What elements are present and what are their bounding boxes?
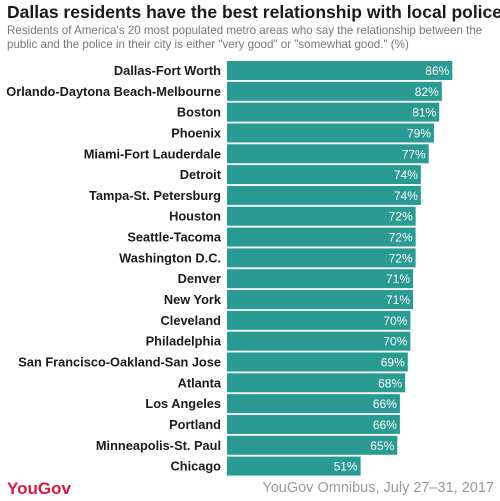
bar — [227, 290, 414, 310]
bar — [227, 81, 442, 101]
bar — [227, 310, 411, 330]
source-note: YouGov Omnibus, July 27–31, 2017 — [262, 480, 494, 496]
bar — [227, 165, 421, 185]
value-label: 66% — [373, 397, 397, 411]
value-label: 74% — [394, 168, 418, 182]
value-label: 66% — [373, 418, 397, 432]
bar — [227, 394, 400, 414]
value-label: 71% — [386, 293, 410, 307]
value-label: 72% — [389, 251, 413, 265]
value-label: 82% — [415, 85, 439, 99]
value-label: 70% — [383, 335, 407, 349]
bar — [227, 435, 398, 455]
bar — [227, 331, 411, 351]
category-label: Chicago — [171, 459, 222, 474]
category-label: Miami-Fort Lauderdale — [84, 146, 221, 161]
chart-title: Dallas residents have the best relations… — [7, 2, 500, 22]
value-label: 68% — [378, 376, 402, 390]
bar — [227, 123, 434, 143]
category-label: Cleveland — [161, 313, 221, 328]
value-label: 74% — [394, 189, 418, 203]
bar — [227, 227, 416, 247]
category-label: New York — [164, 292, 222, 307]
bar — [227, 248, 416, 268]
value-label: 65% — [370, 439, 394, 453]
value-label: 79% — [407, 126, 431, 140]
category-label: Phoenix — [171, 125, 222, 140]
category-label: Houston — [169, 209, 221, 224]
category-label: Orlando-Daytona Beach-Melbourne — [6, 84, 221, 99]
chart-subtitle: Residents of America's 20 most populated… — [7, 24, 483, 51]
bar — [227, 206, 416, 226]
category-label: Denver — [178, 271, 221, 286]
bar — [227, 61, 453, 80]
value-label: 71% — [386, 272, 410, 286]
value-label: 72% — [389, 231, 413, 245]
yougov-logo: YouGov — [7, 479, 71, 498]
category-label: Washington D.C. — [119, 250, 221, 265]
category-label: Seattle-Tacoma — [127, 230, 222, 245]
category-label: Boston — [177, 105, 221, 120]
category-label: Los Angeles — [145, 396, 221, 411]
bar — [227, 456, 361, 476]
value-label: 77% — [402, 147, 426, 161]
category-label: San Francisco-Oakland-San Jose — [18, 354, 221, 369]
category-label: Dallas-Fort Worth — [114, 63, 221, 78]
category-label: Atlanta — [178, 375, 222, 390]
value-label: 51% — [334, 460, 358, 474]
value-label: 72% — [389, 210, 413, 224]
bar — [227, 102, 440, 122]
category-label: Portland — [169, 417, 221, 432]
bar — [227, 373, 406, 393]
category-label: Philadelphia — [146, 334, 222, 349]
bar — [227, 269, 414, 289]
value-label: 70% — [383, 314, 407, 328]
category-label: Tampa-St. Petersburg — [89, 188, 221, 203]
value-label: 86% — [425, 64, 449, 78]
category-label: Minneapolis-St. Paul — [96, 438, 221, 453]
value-label: 81% — [412, 106, 436, 120]
bar — [227, 185, 421, 205]
bar — [227, 352, 408, 372]
bar — [227, 414, 400, 434]
category-label: Detroit — [180, 167, 222, 182]
bar — [227, 144, 429, 164]
value-label: 69% — [381, 355, 405, 369]
